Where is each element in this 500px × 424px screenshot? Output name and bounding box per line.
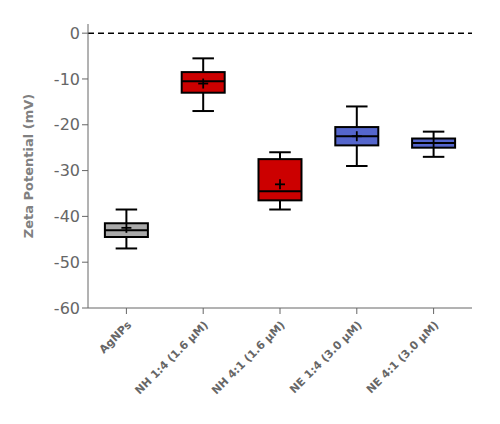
svg-text:-40: -40	[54, 207, 80, 226]
svg-text:NE 1:4 (3.0 μM): NE 1:4 (3.0 μM)	[287, 319, 364, 396]
svg-text:-10: -10	[54, 70, 80, 89]
svg-text:Zeta Potential (mV): Zeta Potential (mV)	[21, 94, 36, 238]
svg-text:0: 0	[70, 24, 80, 43]
svg-text:-50: -50	[54, 253, 80, 272]
svg-text:-30: -30	[54, 161, 80, 180]
svg-text:-20: -20	[54, 115, 80, 134]
svg-text:AgNPs: AgNPs	[97, 318, 135, 356]
svg-text:-60: -60	[54, 299, 80, 318]
svg-text:NE 4:1 (3.0 μM): NE 4:1 (3.0 μM)	[364, 319, 441, 396]
svg-text:NH 4:1 (1.6 μM): NH 4:1 (1.6 μM)	[209, 319, 288, 398]
svg-text:NH 1:4 (1.6 μM): NH 1:4 (1.6 μM)	[132, 319, 211, 398]
